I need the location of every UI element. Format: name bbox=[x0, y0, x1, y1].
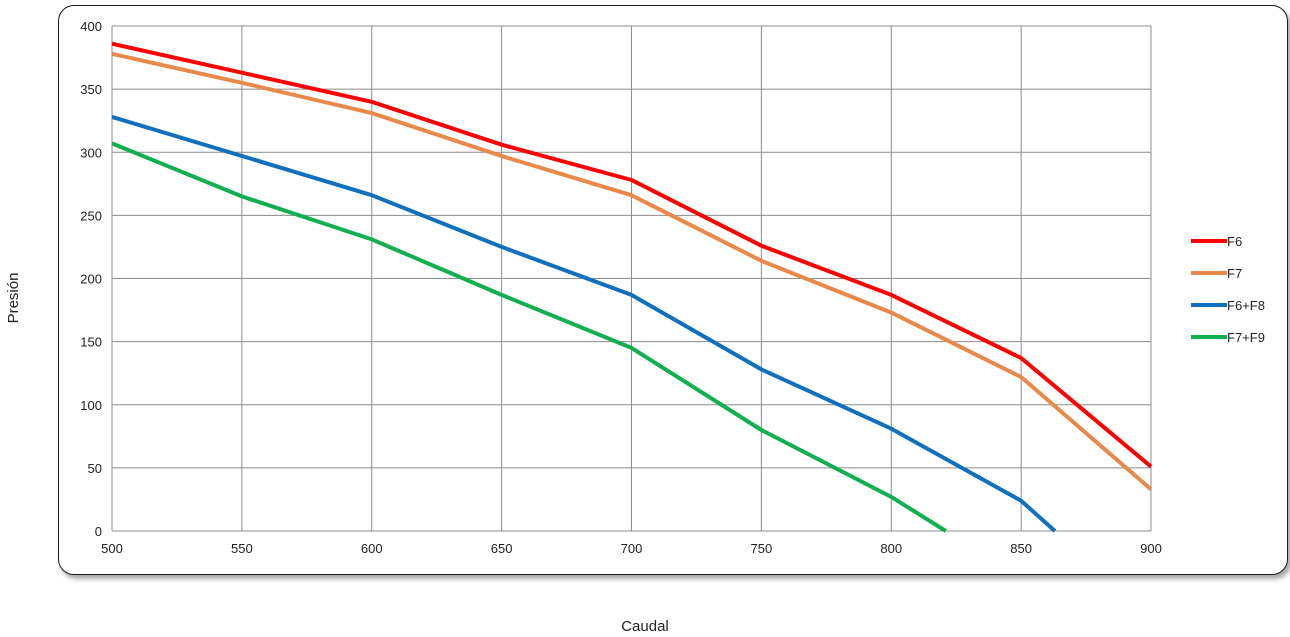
x-tick-label: 650 bbox=[491, 541, 513, 556]
x-tick-label: 550 bbox=[231, 541, 253, 556]
series-line-f7 bbox=[111, 51, 1153, 491]
legend-label-f7: F7 bbox=[1227, 266, 1242, 281]
legend-label-f6-f8: F6+F8 bbox=[1227, 298, 1265, 313]
x-tick-label: 850 bbox=[1010, 541, 1032, 556]
y-tick-label: 100 bbox=[80, 398, 102, 413]
series-line-f6 bbox=[111, 41, 1153, 469]
series-lines bbox=[111, 41, 1153, 533]
chart-frame bbox=[58, 5, 1288, 575]
y-tick-label: 50 bbox=[88, 461, 102, 476]
x-tick-label: 800 bbox=[880, 541, 902, 556]
series-line-f7-f9 bbox=[111, 141, 947, 533]
grid bbox=[111, 25, 1152, 532]
y-tick-label: 250 bbox=[80, 208, 102, 223]
legend-label-f6: F6 bbox=[1227, 234, 1242, 249]
legend: F6 F7 F6+F8 F7+F9 bbox=[1191, 234, 1265, 345]
x-tick-label: 600 bbox=[361, 541, 383, 556]
x-axis-title: Caudal bbox=[621, 618, 669, 635]
x-tick-label: 750 bbox=[751, 541, 773, 556]
y-tick-label: 150 bbox=[80, 335, 102, 350]
y-tick-label: 0 bbox=[95, 524, 102, 539]
y-tick-label: 300 bbox=[80, 145, 102, 160]
y-tick-label: 350 bbox=[80, 82, 102, 97]
tick-labels: 0 50 100 150 200 250 300 350 400 500 550 600 650 700 7… bbox=[80, 19, 1162, 556]
y-tick-label: 400 bbox=[80, 19, 102, 34]
y-axis-title: Presión bbox=[5, 273, 22, 324]
series-line-f6-f8 bbox=[111, 114, 1057, 533]
legend-label-f7-f9: F7+F9 bbox=[1227, 330, 1265, 345]
x-tick-label: 500 bbox=[101, 541, 123, 556]
y-tick-label: 200 bbox=[80, 272, 102, 287]
x-tick-label: 700 bbox=[621, 541, 643, 556]
x-tick-label: 900 bbox=[1140, 541, 1162, 556]
